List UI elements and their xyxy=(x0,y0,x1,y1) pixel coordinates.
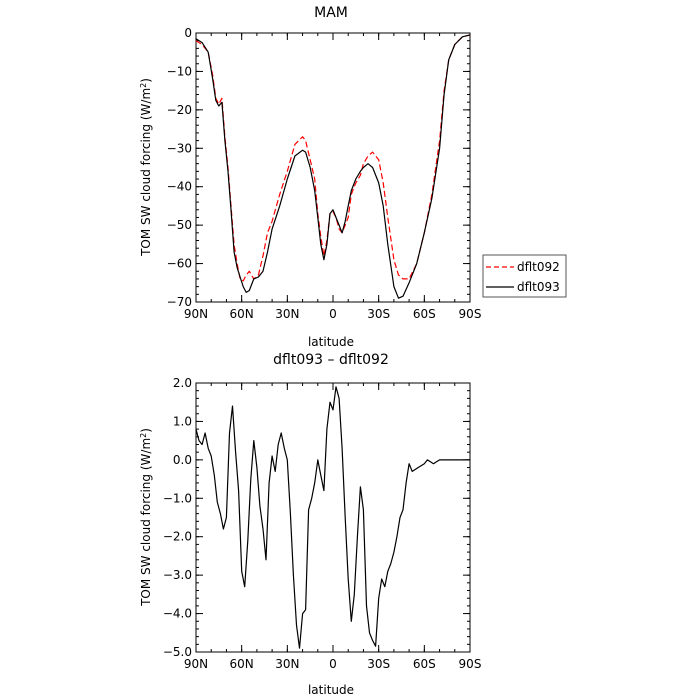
x-tick-label: 60N xyxy=(230,657,254,671)
x-tick-label: 90N xyxy=(184,307,208,321)
series-layer xyxy=(195,386,470,649)
plot-frame xyxy=(195,32,471,303)
y-tick-label: −60 xyxy=(167,257,192,271)
chart-panel-mam: MAM 0 −10 −20 −30 −40 −50 −60 −70 90N 60N 30N 0 30S… xyxy=(139,5,567,349)
x-tick-label: 60N xyxy=(230,307,254,321)
series-line-dflt092 xyxy=(195,34,471,282)
x-tick-label: 90N xyxy=(184,657,208,671)
y-tick-label: −40 xyxy=(167,180,192,194)
x-tick-label: 0 xyxy=(329,307,337,321)
x-tick-label: 30S xyxy=(367,307,390,321)
legend-label-dflt092: dflt092 xyxy=(517,260,560,274)
y-axis: 2.0 1.0 0.0 −1.0 −2.0 −3.0 −4.0 −5.0 xyxy=(163,376,470,659)
y-tick-label: −5.0 xyxy=(163,645,192,659)
chart-panel-difference: dflt093 – dflt092 2.0 1.0 0.0 −1.0 −2.0 −3.0 −… xyxy=(139,352,482,697)
x-axis-label: latitude xyxy=(308,683,354,697)
x-tick-label: 60S xyxy=(413,307,436,321)
x-axis: 90N 60N 30N 0 30S 60S 90S xyxy=(184,383,482,671)
y-tick-label: −3.0 xyxy=(163,568,192,582)
chart-title: dflt093 – dflt092 xyxy=(273,352,389,368)
series-line-dflt093 xyxy=(195,34,471,299)
y-tick-label: 0 xyxy=(184,26,192,40)
x-tick-label: 0 xyxy=(329,657,337,671)
legend: dflt092 dflt093 xyxy=(482,254,567,298)
x-axis: 90N 60N 30N 0 30S 60S 90S xyxy=(184,33,482,321)
series-layer xyxy=(195,34,471,299)
y-tick-label: −4.0 xyxy=(163,607,192,621)
x-tick-label: 90S xyxy=(459,657,482,671)
y-axis: 0 −10 −20 −30 −40 −50 −60 −70 xyxy=(167,26,470,309)
y-tick-label: −70 xyxy=(167,295,192,309)
y-tick-label: −1.0 xyxy=(163,491,192,505)
x-tick-label: 30N xyxy=(275,307,299,321)
y-tick-label: 1.0 xyxy=(173,414,192,428)
x-axis-label: latitude xyxy=(308,335,354,349)
y-tick-label: 0.0 xyxy=(173,453,192,467)
y-tick-label: −10 xyxy=(167,64,192,78)
x-tick-label: 30N xyxy=(275,657,299,671)
series-line-difference xyxy=(195,386,470,649)
plot-frame xyxy=(195,382,471,653)
y-tick-label: −20 xyxy=(167,103,192,117)
y-tick-label: 2.0 xyxy=(173,376,192,390)
y-axis-label: TOM SW cloud forcing (W/m2) xyxy=(139,78,154,257)
legend-label-dflt093: dflt093 xyxy=(517,280,560,294)
legend-box xyxy=(482,254,567,298)
y-tick-label: −30 xyxy=(167,141,192,155)
x-tick-label: 60S xyxy=(413,657,436,671)
x-tick-label: 30S xyxy=(367,657,390,671)
y-tick-label: −50 xyxy=(167,218,192,232)
y-axis-label: TOM SW cloud forcing (W/m2) xyxy=(139,428,154,607)
x-tick-label: 90S xyxy=(459,307,482,321)
chart-title: MAM xyxy=(314,5,348,21)
y-tick-label: −2.0 xyxy=(163,530,192,544)
